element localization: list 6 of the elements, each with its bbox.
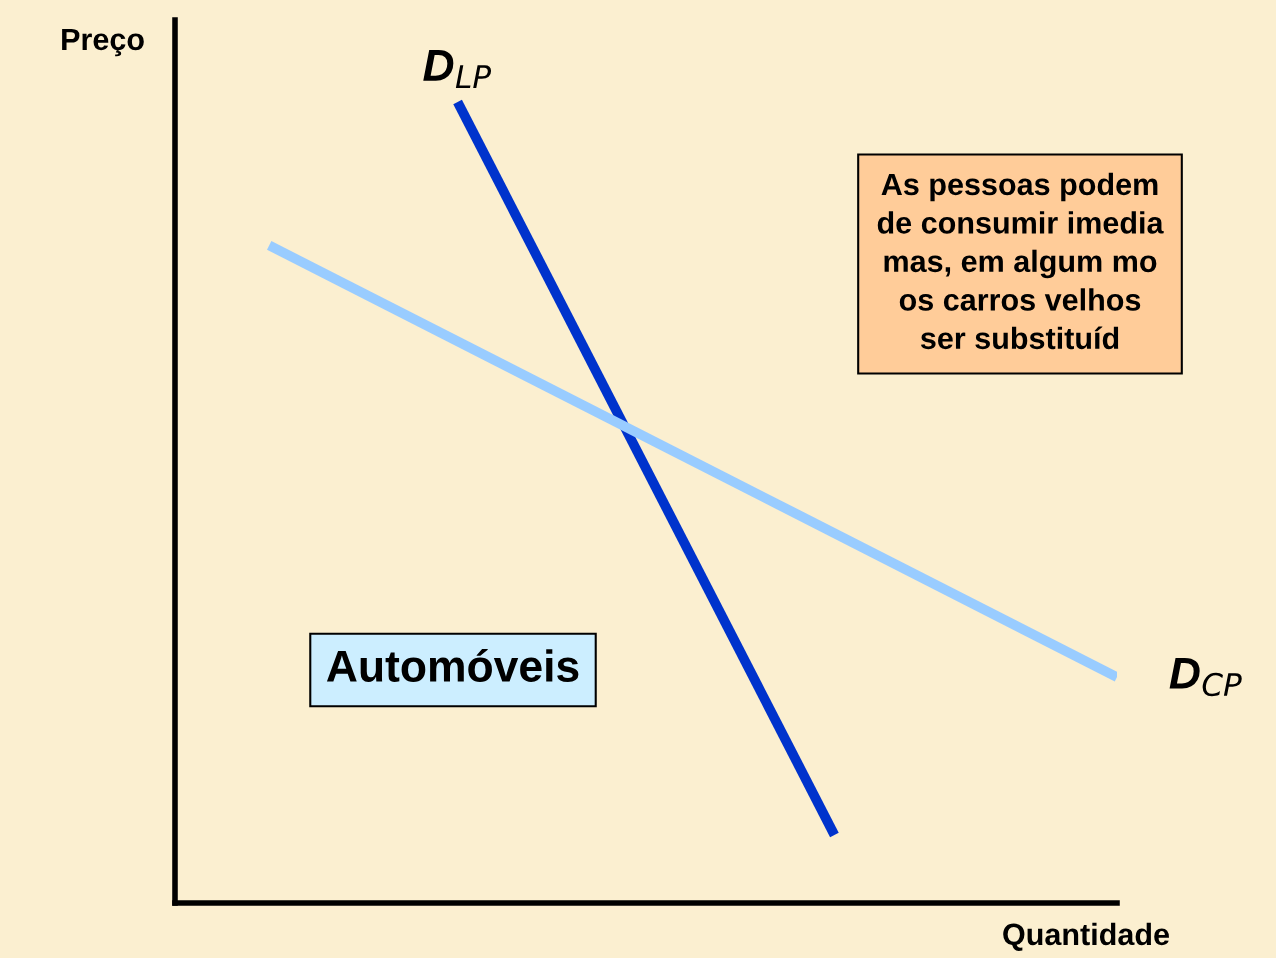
y-axis-title: Preço bbox=[62, 28, 144, 57]
series-label: D$_{CP}$ bbox=[1169, 657, 1242, 697]
annotation: As pessoas podem de consumir imedia mas, em algum mo os carros velhos ser substituíd bbox=[877, 172, 1164, 350]
annotation: Automóveis bbox=[326, 648, 579, 682]
series-label: D$_{LP}$ bbox=[423, 50, 492, 88]
x-axis-title: Quantidade bbox=[1003, 922, 1169, 951]
